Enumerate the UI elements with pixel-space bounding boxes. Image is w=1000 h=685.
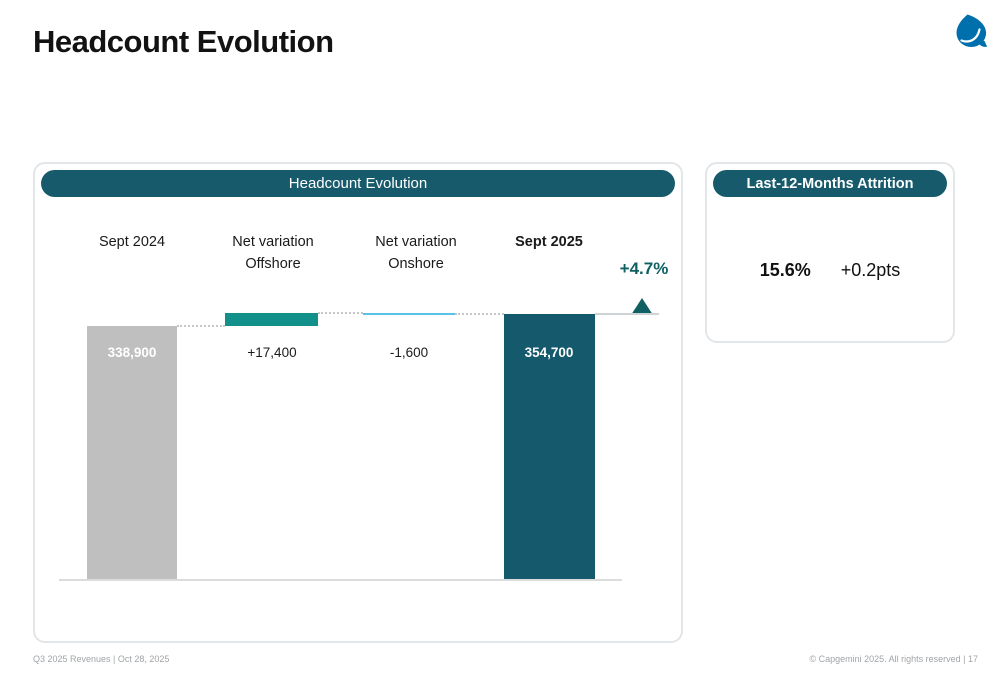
growth-arrow-icon [631, 298, 653, 315]
chart-baseline [59, 579, 622, 581]
slide-footer: Q3 2025 Revenues | Oct 28, 2025 © Capgem… [33, 654, 978, 664]
attrition-panel-header: Last-12-Months Attrition [713, 170, 947, 197]
column-label-sept-2025: Sept 2025 [515, 234, 583, 250]
column-label-net-onshore: Net variation Onshore [375, 234, 457, 272]
waterfall-connector [177, 325, 225, 327]
attrition-values: 15.6% +0.2pts [707, 260, 953, 281]
column-label-net-offshore: Net variation Offshore [232, 234, 314, 272]
bar-net-onshore [363, 312, 455, 316]
value-label-net-onshore: -1,600 [389, 345, 429, 360]
bar-sept-2024 [87, 326, 177, 580]
capgemini-logo-icon [954, 13, 990, 51]
footer-left-text: Q3 2025 Revenues | Oct 28, 2025 [33, 654, 170, 664]
footer-right-text: © Capgemini 2025. All rights reserved | … [809, 654, 978, 664]
waterfall-connector [455, 313, 504, 316]
attrition-panel: Last-12-Months Attrition 15.6% +0.2pts [705, 162, 955, 343]
growth-tail-line [595, 313, 659, 316]
chart-panel-header: Headcount Evolution [41, 170, 675, 197]
attrition-rate-value: 15.6% [759, 260, 811, 280]
value-label-sept-2025: 354,700 [524, 345, 574, 360]
column-label-sept-2024: Sept 2024 [98, 234, 166, 250]
value-label-sept-2024: 338,900 [107, 345, 157, 360]
bar-net-offshore [225, 312, 318, 326]
page-title: Headcount Evolution [33, 24, 334, 59]
waterfall-connector [318, 311, 363, 314]
headcount-evolution-panel: Headcount Evolution Sept 2024 Net variat… [33, 162, 683, 643]
value-label-net-offshore: +17,400 [247, 345, 297, 360]
growth-percentage-label: +4.7% [619, 259, 669, 278]
bar-sept-2025 [504, 314, 595, 580]
headcount-waterfall-chart: Sept 2024 Net variation Offshore Net var… [35, 164, 685, 645]
attrition-delta-value: +0.2pts [840, 260, 901, 280]
